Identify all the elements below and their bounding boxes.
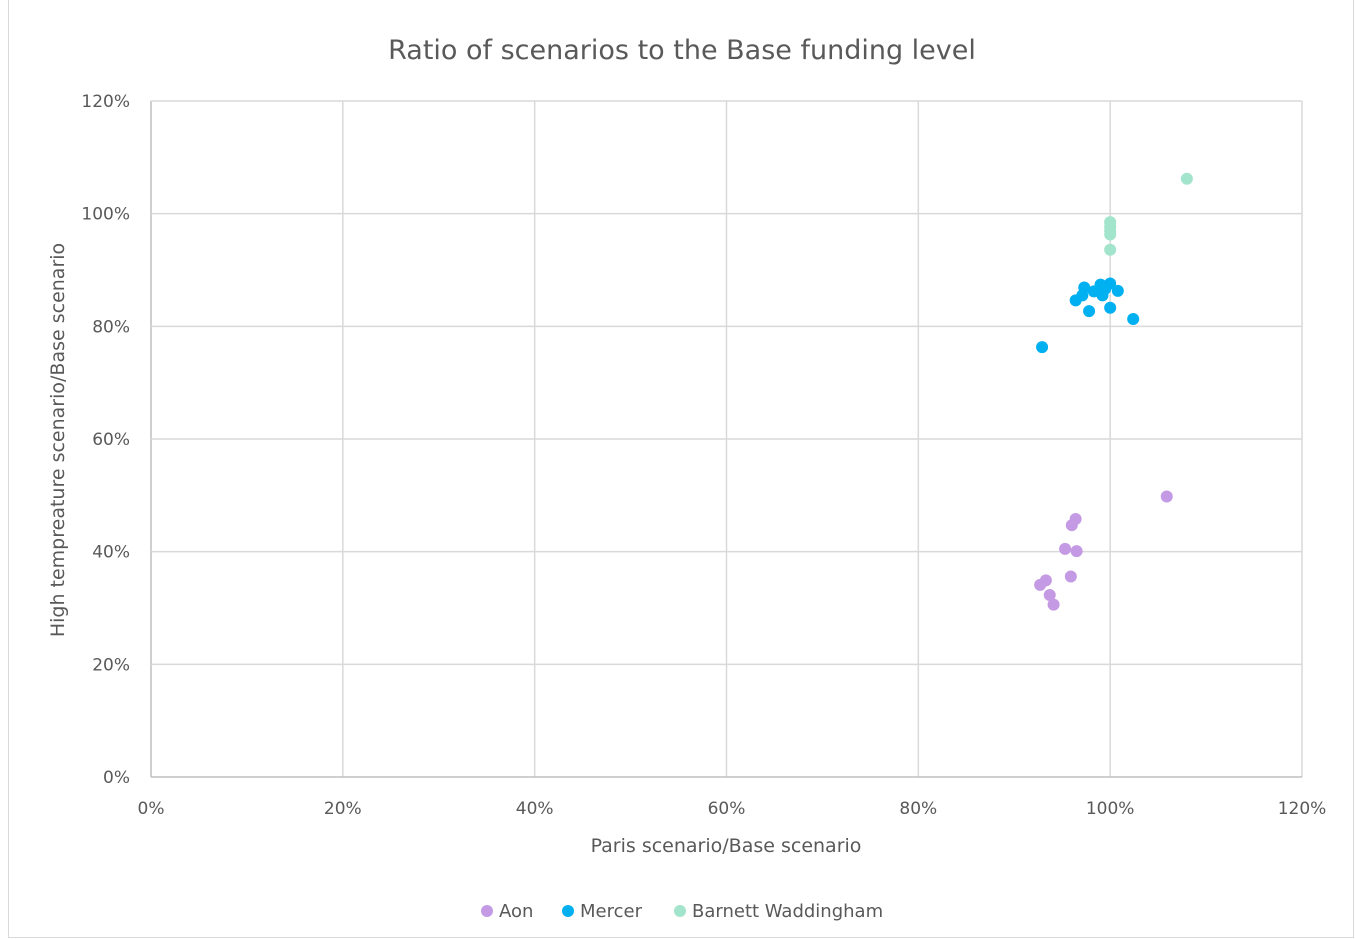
data-point bbox=[1160, 490, 1173, 503]
data-point bbox=[1036, 341, 1049, 354]
data-point bbox=[1180, 172, 1193, 185]
y-tick-label: 60% bbox=[92, 430, 130, 450]
data-point bbox=[1104, 301, 1117, 314]
x-tick-label: 80% bbox=[899, 799, 937, 819]
series-barnett-waddingham bbox=[1104, 172, 1193, 256]
data-point bbox=[1111, 284, 1124, 297]
series-aon bbox=[1034, 490, 1173, 611]
legend-item: Barnett Waddingham bbox=[674, 901, 883, 922]
y-tick-label: 80% bbox=[92, 317, 130, 337]
x-tick-label: 120% bbox=[1278, 799, 1327, 819]
data-point bbox=[1064, 570, 1077, 583]
gridlines bbox=[150, 100, 1303, 778]
chart-title: Ratio of scenarios to the Base funding l… bbox=[388, 35, 976, 66]
data-point bbox=[1059, 542, 1072, 555]
series-mercer bbox=[1036, 277, 1140, 354]
legend-label: Barnett Waddingham bbox=[692, 901, 883, 922]
legend: Aon Mercer Barnett Waddingham bbox=[481, 901, 883, 922]
data-points bbox=[1034, 172, 1193, 611]
tick-labels: 0% 20% 40% 60% 80% 100% 120% 0% 20% 40% 60% 80% 100%… bbox=[81, 92, 1326, 819]
data-point bbox=[1104, 277, 1117, 290]
legend-label: Aon bbox=[499, 901, 533, 922]
x-axis-title: Paris scenario/Base scenario bbox=[591, 835, 862, 857]
legend-marker bbox=[481, 905, 493, 917]
legend-marker bbox=[562, 905, 574, 917]
y-tick-label: 120% bbox=[81, 92, 130, 112]
x-tick-label: 20% bbox=[324, 799, 362, 819]
legend-label: Mercer bbox=[580, 901, 643, 922]
y-tick-label: 20% bbox=[92, 655, 130, 675]
y-tick-label: 0% bbox=[103, 768, 130, 788]
data-point bbox=[1039, 574, 1052, 587]
data-point bbox=[1104, 243, 1117, 256]
chart-area bbox=[8, 0, 1354, 938]
data-point bbox=[1104, 216, 1117, 229]
y-tick-label: 100% bbox=[81, 205, 130, 225]
data-point bbox=[1070, 545, 1083, 558]
data-point bbox=[1078, 281, 1091, 294]
x-tick-label: 40% bbox=[516, 799, 554, 819]
data-point bbox=[1127, 313, 1140, 326]
x-tick-label: 0% bbox=[138, 799, 165, 819]
y-axis-title: High tempreature scenario/Base scenario bbox=[47, 243, 69, 637]
data-point bbox=[1083, 305, 1096, 318]
legend-item: Aon bbox=[481, 901, 533, 922]
data-point bbox=[1047, 598, 1060, 611]
x-tick-label: 60% bbox=[708, 799, 746, 819]
data-point bbox=[1043, 589, 1056, 602]
legend-marker bbox=[674, 905, 686, 917]
data-point bbox=[1069, 512, 1082, 525]
y-tick-label: 40% bbox=[92, 543, 130, 563]
legend-item: Mercer bbox=[562, 901, 643, 922]
x-tick-label: 100% bbox=[1086, 799, 1135, 819]
